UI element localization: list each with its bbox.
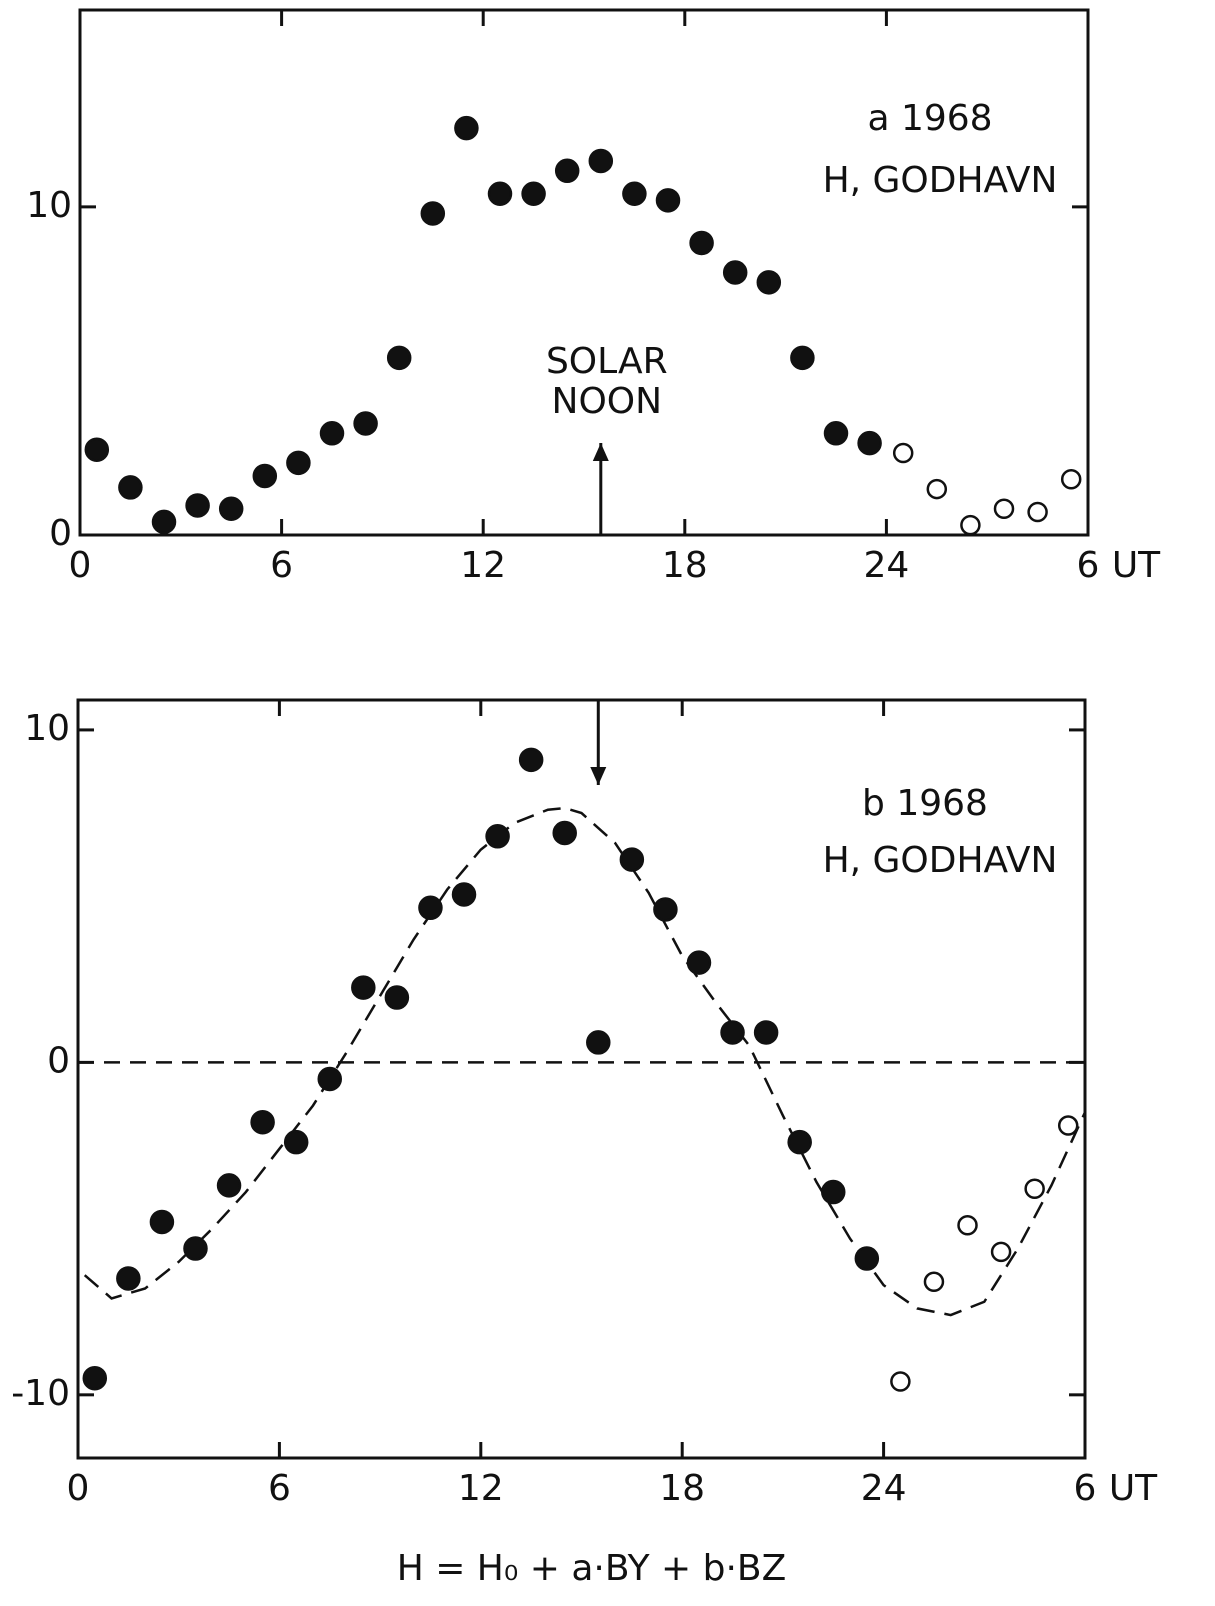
x-tick-label: 6 [268, 1468, 291, 1509]
data-point [821, 1179, 846, 1205]
data-point [586, 1030, 611, 1055]
arrow-label: NOON [552, 381, 663, 422]
data-point [622, 181, 647, 206]
data-point [686, 950, 712, 975]
data-point [216, 1173, 242, 1198]
x-tick-label: 6 [1077, 545, 1100, 586]
data-point [619, 847, 645, 872]
x-tick-label: 18 [659, 1468, 705, 1509]
data-point [926, 478, 948, 500]
data-point [1027, 501, 1048, 523]
y-tick-label: 10 [26, 185, 72, 226]
data-point [857, 430, 882, 456]
x-tick-label: 24 [861, 1468, 907, 1509]
data-point [384, 985, 410, 1010]
data-point [317, 1066, 342, 1092]
data-point [756, 270, 782, 295]
plot-frame [78, 8, 1090, 537]
data-point [250, 1109, 275, 1135]
x-axis-label: UT [1109, 1468, 1158, 1509]
data-point [151, 509, 177, 535]
data-point [787, 1129, 812, 1155]
plot-frame [76, 698, 1087, 1460]
x-tick-label: 6 [1074, 1468, 1097, 1509]
data-point [892, 442, 914, 464]
x-tick-label: 0 [67, 1468, 90, 1509]
data-point [588, 148, 614, 174]
x-axis-label: UT [1112, 545, 1161, 586]
x-tick-label: 6 [270, 545, 293, 586]
x-tick-label: 18 [662, 545, 708, 586]
data-point [957, 1215, 978, 1236]
y-tick-label: 0 [49, 513, 72, 554]
data-point [790, 345, 815, 371]
annotation: a 1968 [867, 98, 992, 139]
data-point [993, 498, 1015, 519]
data-point [454, 115, 479, 141]
data-point [854, 1246, 880, 1271]
data-point [823, 421, 849, 446]
data-point [689, 230, 714, 256]
arrow-label: SOLAR [546, 341, 668, 382]
data-point [218, 496, 244, 521]
data-point [554, 158, 580, 184]
data-point [451, 882, 477, 907]
fit-curve [83, 806, 1087, 1317]
data-point [653, 897, 678, 922]
data-point [753, 1020, 779, 1045]
data-point [118, 475, 143, 500]
data-point [252, 463, 278, 489]
x-tick-label: 12 [458, 1468, 504, 1509]
data-point [386, 345, 412, 371]
y-tick-label: -10 [11, 1373, 70, 1414]
data-point [283, 1129, 309, 1155]
data-point [84, 437, 110, 462]
x-tick-label: 12 [460, 545, 506, 586]
formula: H = H₀ + a·BY + b·BZ [397, 1548, 787, 1589]
data-point [990, 1241, 1012, 1263]
data-point [518, 747, 544, 773]
data-point [183, 1236, 208, 1261]
data-point [923, 1271, 945, 1293]
data-point [286, 450, 311, 476]
data-point [1024, 1178, 1045, 1199]
data-point [420, 201, 446, 226]
data-point [116, 1266, 141, 1291]
data-point [149, 1209, 175, 1235]
data-point [960, 514, 981, 536]
data-point [418, 895, 443, 921]
y-tick-label: 0 [47, 1040, 70, 1081]
data-point [890, 1371, 911, 1392]
data-point [353, 411, 378, 436]
arrow-head [590, 767, 607, 785]
data-point [722, 260, 748, 285]
data-point [521, 181, 546, 206]
data-point [720, 1020, 745, 1045]
data-point [351, 975, 376, 1000]
x-tick-label: 24 [863, 545, 909, 586]
data-point [82, 1365, 108, 1391]
x-tick-label: 0 [69, 545, 92, 586]
annotation: b 1968 [862, 783, 988, 824]
data-point [655, 188, 681, 213]
data-point [1057, 1115, 1079, 1136]
y-tick-label: 10 [24, 708, 70, 749]
data-point [552, 820, 577, 846]
data-point [185, 493, 210, 518]
arrow-head [592, 443, 609, 461]
annotation: H, GODHAVN [823, 840, 1058, 881]
data-point [485, 824, 510, 849]
annotation: H, GODHAVN [823, 160, 1058, 201]
data-point [319, 421, 345, 446]
data-point [1060, 468, 1082, 490]
data-point [487, 181, 513, 206]
